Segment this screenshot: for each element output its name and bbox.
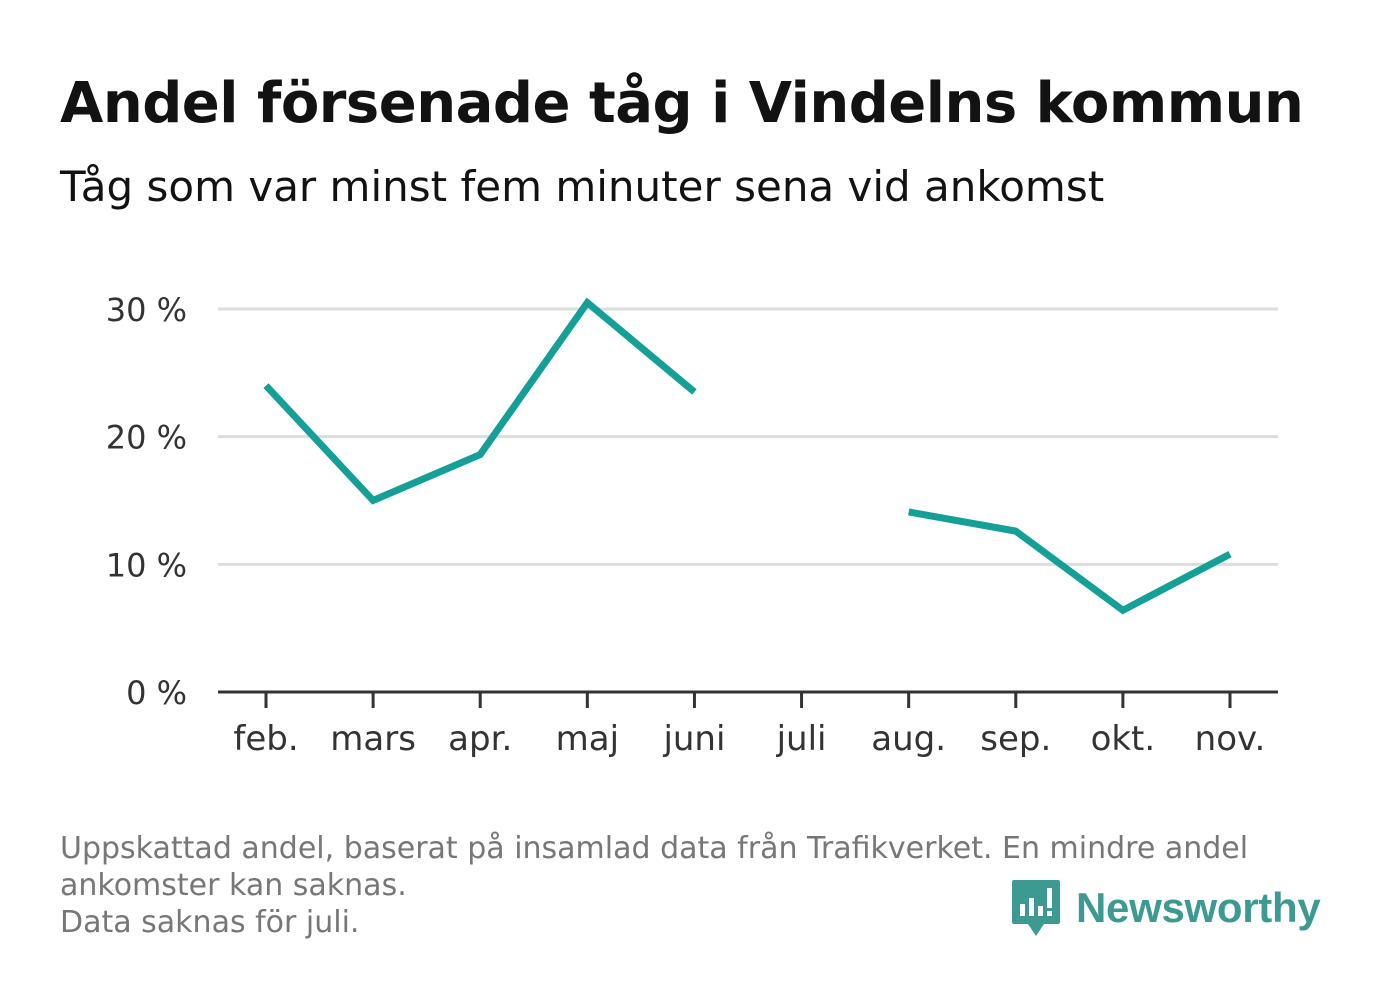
newsworthy-logo: Newsworthy [1010, 878, 1321, 938]
x-tick-label: feb. [233, 719, 298, 759]
chart-subtitle: Tåg som var minst fem minuter sena vid a… [60, 162, 1105, 211]
x-tick-label: maj [556, 719, 619, 759]
footnote: Uppskattad andel, baserat på insamlad da… [60, 830, 1320, 941]
y-tick-label: 30 % [106, 291, 187, 329]
footnote-line: ankomster kan saknas. [60, 868, 407, 903]
brand-name: Newsworthy [1076, 884, 1321, 931]
x-tick-label: juni [662, 719, 725, 759]
y-tick-label: 10 % [106, 546, 187, 584]
x-tick-label: aug. [871, 719, 946, 759]
series-line-segment [263, 297, 697, 505]
x-tick-label: okt. [1091, 719, 1156, 759]
footnote-line: Data saknas för juli. [60, 905, 360, 940]
chart-title: Andel försenade tåg i Vindelns kommun [60, 71, 1304, 136]
footnote-line: Uppskattad andel, baserat på insamlad da… [60, 831, 1249, 866]
y-tick-label: 20 % [106, 419, 187, 457]
newsworthy-logo-icon [1012, 880, 1060, 936]
x-tick-label: apr. [448, 719, 512, 759]
x-tick-label: sep. [980, 719, 1051, 759]
x-tick-label: mars [330, 719, 416, 759]
series-line-segment [908, 508, 1232, 615]
x-tick-label: nov. [1195, 719, 1266, 759]
y-tick-label: 0 % [126, 674, 187, 712]
x-tick-label: juli [776, 719, 827, 759]
